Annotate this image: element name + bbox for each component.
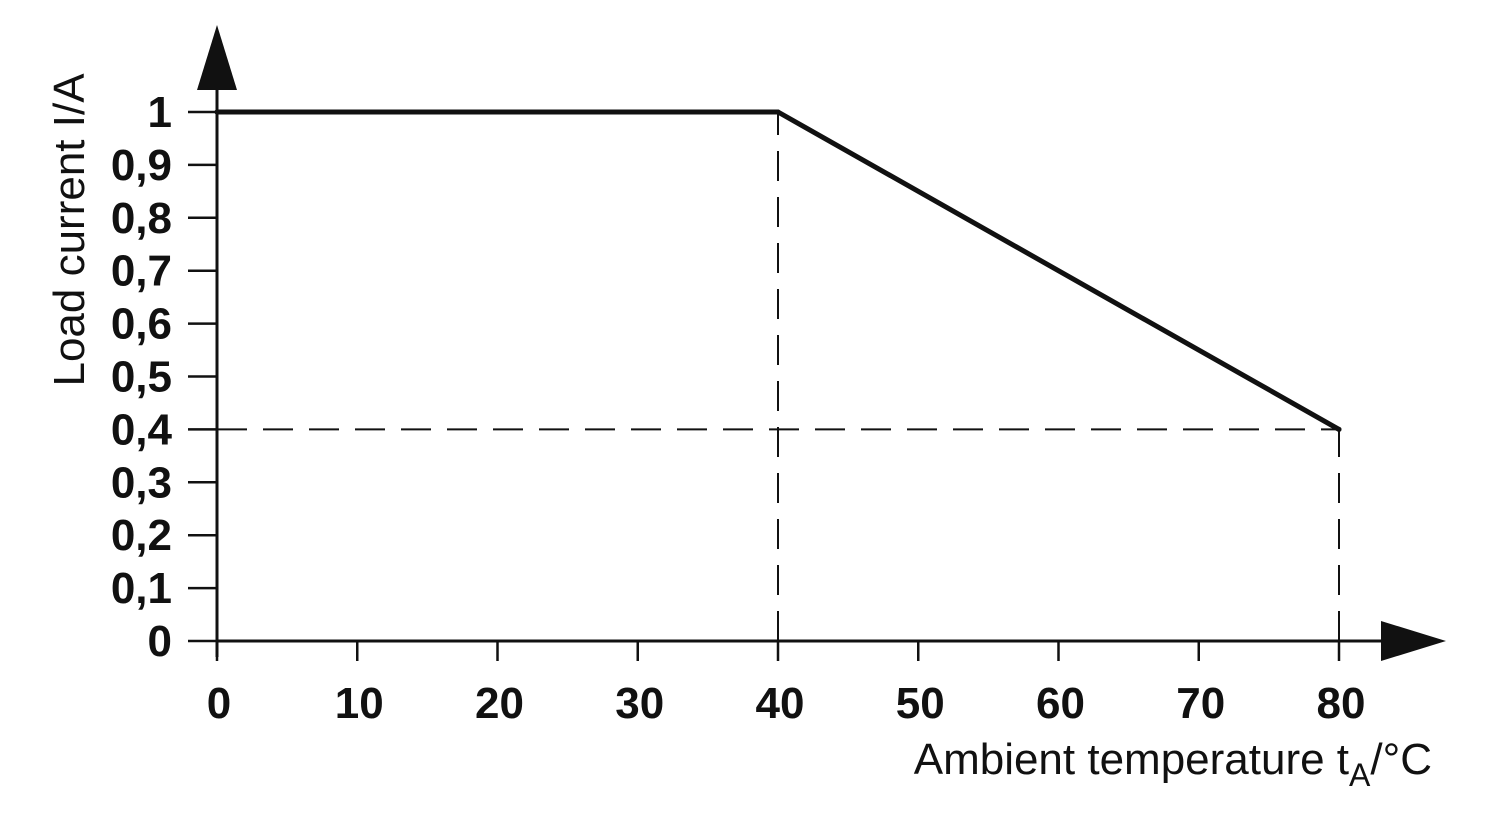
x-axis-arrow	[1381, 621, 1446, 661]
y-tick-label: 0	[148, 617, 172, 666]
x-tick-label: 50	[896, 679, 945, 728]
axes	[197, 25, 1446, 661]
x-tick-label: 20	[475, 679, 524, 728]
x-tick-label: 80	[1317, 679, 1366, 728]
y-tick-label: 0,5	[111, 353, 172, 402]
y-axis-arrow	[197, 25, 237, 90]
x-axis-title: Ambient temperature tA/°C	[914, 735, 1432, 793]
x-tick-label: 70	[1176, 679, 1225, 728]
x-tick-label: 30	[615, 679, 664, 728]
series-point	[775, 109, 781, 115]
data-series	[214, 109, 1342, 432]
x-tick-label: 10	[335, 679, 384, 728]
ticks: 00,10,20,30,40,50,60,70,80,910 10 20 30 40 50…	[111, 88, 1366, 728]
y-tick-label: 0,6	[111, 300, 172, 349]
y-tick-label: 0,2	[111, 511, 172, 560]
x-tick-label: 40	[756, 679, 805, 728]
x-axis-title-unit: /°C	[1370, 735, 1432, 784]
y-axis-title: Load current I/A	[45, 73, 94, 387]
x-tick-label: 0	[207, 679, 231, 728]
y-tick-label: 0,4	[111, 405, 173, 454]
y-tick-label: 0,7	[111, 247, 172, 296]
x-axis-title-main: Ambient temperature t	[914, 735, 1349, 784]
y-tick-label: 0,9	[111, 141, 172, 190]
y-tick-label: 1	[148, 88, 172, 137]
reference-lines	[217, 112, 1340, 641]
y-tick-label: 0,8	[111, 194, 172, 243]
y-tick-label: 0,1	[111, 564, 172, 613]
x-tick-label: 60	[1036, 679, 1085, 728]
y-tick-label: 0,3	[111, 458, 172, 507]
x-axis-title-subscript: A	[1349, 757, 1371, 793]
series-point	[214, 109, 220, 115]
series-point	[1336, 426, 1342, 432]
